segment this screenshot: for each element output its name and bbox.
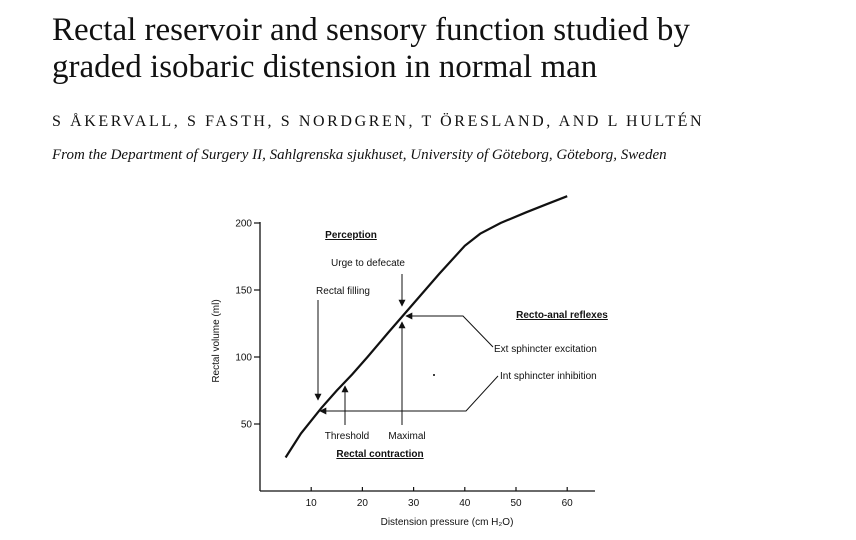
int-sphincter-label: Int sphincter inhibition [500, 371, 597, 382]
x-tick-label: 30 [408, 498, 420, 509]
author-list: S ÅKERVALL, S FASTH, S NORDGREN, T ÖRESL… [52, 113, 705, 130]
x-tick-label: 60 [562, 498, 574, 509]
ext-sphincter-label: Ext sphincter excitation [494, 344, 597, 355]
affiliation: From the Department of Surgery II, Sahlg… [52, 147, 667, 163]
y-tick-label: 100 [235, 353, 252, 364]
urge-to-defecate-label: Urge to defecate [331, 258, 405, 269]
x-tick-label: 10 [306, 498, 318, 509]
title-line-1: Rectal reservoir and sensory function st… [52, 12, 690, 48]
perception-heading: Perception [325, 230, 377, 241]
rectal-filling-label: Rectal filling [316, 286, 370, 297]
x-tick-label: 50 [510, 498, 522, 509]
y-ticks: 50 100 150 200 [235, 219, 260, 431]
title-line-2: graded isobaric distension in normal man [52, 49, 598, 85]
stray-dot [433, 374, 435, 376]
threshold-label: Threshold [325, 431, 369, 442]
volume-pressure-curve [284, 195, 568, 459]
paper-title: Rectal reservoir and sensory function st… [52, 12, 842, 86]
y-tick-label: 50 [241, 420, 253, 431]
ext-sphincter-arrow [405, 312, 494, 348]
rectal-contraction-heading: Rectal contraction [336, 449, 423, 460]
y-tick-label: 200 [235, 219, 252, 230]
recto-anal-reflexes-heading: Recto-anal reflexes [516, 310, 608, 321]
maximal-label: Maximal [388, 431, 425, 442]
int-sphincter-arrow [319, 375, 499, 415]
x-tick-label: 20 [357, 498, 369, 509]
y-axis-label: Rectal volume (ml) [211, 299, 222, 382]
x-ticks: 10 20 30 40 50 60 [306, 487, 574, 509]
x-axis-label: Distension pressure (cm H₂O) [381, 517, 514, 528]
y-tick-label: 150 [235, 286, 252, 297]
x-tick-label: 40 [459, 498, 471, 509]
